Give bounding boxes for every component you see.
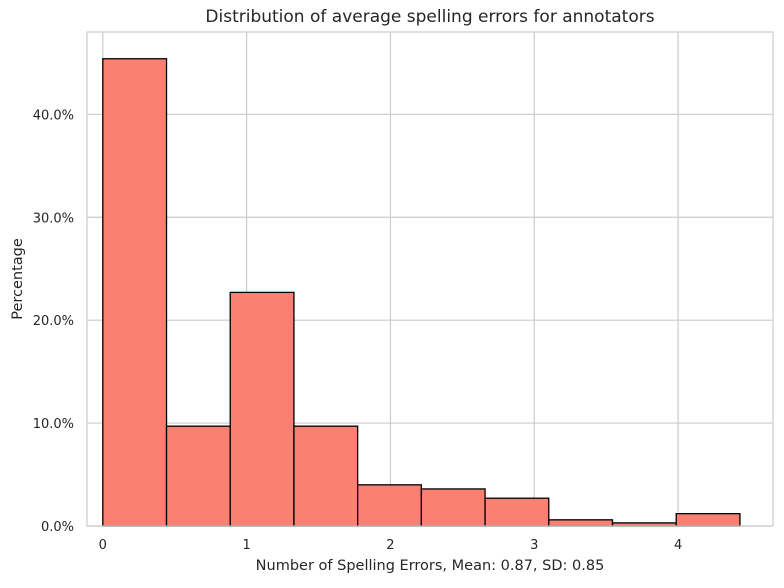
y-tick-label: 20.0% — [33, 314, 74, 329]
histogram-bar — [293, 425, 359, 527]
histogram-bar — [102, 58, 168, 527]
plot-frame — [86, 31, 774, 527]
y-tick-labels: 0.0% 10.0% 20.0% 30.0% 40.0% — [33, 108, 74, 535]
x-tick-label: 1 — [242, 538, 250, 553]
histogram-bar — [484, 497, 550, 527]
x-tick-label: 2 — [386, 538, 394, 553]
chart-title: Distribution of average spelling errors … — [205, 7, 654, 27]
x-tick-label: 0 — [99, 538, 107, 553]
histogram-bar — [357, 484, 423, 527]
y-tick-label: 10.0% — [33, 417, 74, 432]
histogram-bar — [229, 291, 295, 527]
x-tick-label: 3 — [530, 538, 538, 553]
histogram-bar — [675, 513, 741, 527]
y-axis-label: Percentage — [10, 238, 26, 320]
x-axis-label: Number of Spelling Errors, Mean: 0.87, S… — [256, 558, 605, 574]
histogram-bar — [420, 488, 486, 527]
x-tick-labels: 0 1 2 3 4 — [99, 538, 683, 553]
histogram-bar — [165, 425, 231, 527]
y-tick-label: 0.0% — [41, 520, 74, 535]
y-tick-label: 40.0% — [33, 108, 74, 123]
y-tick-label: 30.0% — [33, 211, 74, 226]
x-tick-label: 4 — [674, 538, 682, 553]
bar-layer — [102, 58, 741, 527]
histogram-bar — [548, 519, 614, 527]
